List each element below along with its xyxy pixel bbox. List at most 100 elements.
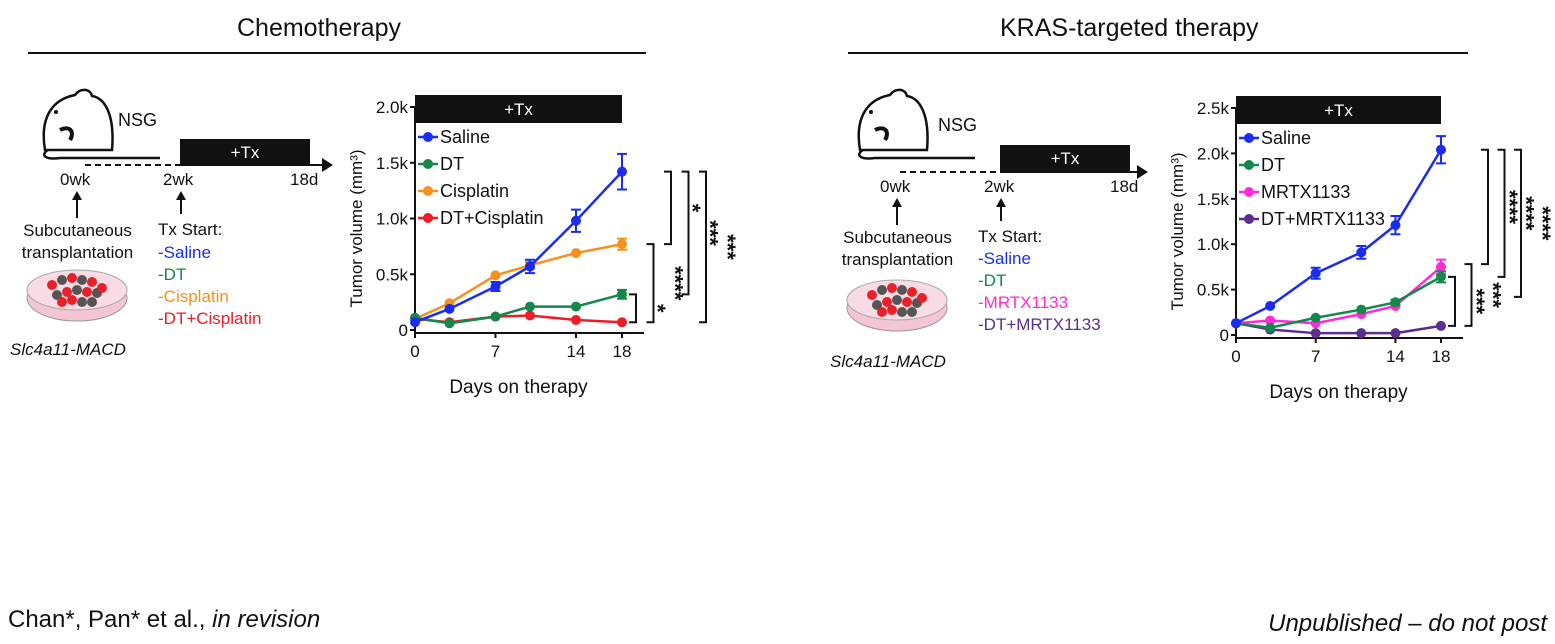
series-line: [1235, 321, 1442, 335]
time-18d: 18d: [1110, 177, 1139, 196]
y-tick-label: 1.0k: [1197, 235, 1230, 254]
data-point: [1436, 320, 1446, 331]
significance-label: *: [680, 204, 705, 213]
data-point: [617, 317, 627, 328]
x-tick-label: 7: [491, 342, 500, 361]
transplant-label: Subcutaneous transplantation: [841, 228, 954, 269]
treatment-group-item: -Cisplatin: [158, 287, 229, 306]
y-axis-label: Tumor volume (mm³): [347, 149, 366, 307]
data-point: [1231, 318, 1241, 329]
data-point: [1356, 328, 1367, 339]
data-point: [490, 270, 501, 281]
y-tick-label: 2.5k: [1197, 99, 1230, 118]
data-point: [1310, 268, 1321, 279]
legend-marker: [423, 213, 433, 223]
mouse-icon: [857, 88, 1148, 225]
significance-bracket: [629, 293, 637, 324]
data-point: [1356, 304, 1367, 315]
series-saline: [410, 152, 627, 328]
legend-marker: [423, 132, 433, 142]
data-point: [410, 317, 420, 328]
footer-citation: Chan*, Pan* et al., in revision: [8, 606, 320, 634]
data-point: [617, 289, 627, 300]
significance-label: *: [645, 304, 670, 313]
legend-marker: [423, 159, 433, 169]
series-line: [414, 242, 623, 320]
significance-bracket: [681, 170, 690, 296]
y-axis-label: Tumor volume (mm³): [1168, 152, 1187, 310]
series-dt: [410, 288, 627, 329]
footer-status: in revision: [212, 606, 321, 633]
title-rule: [848, 52, 1468, 54]
significance-bracket: [646, 243, 655, 324]
time-18d: 18d: [290, 170, 319, 189]
data-point: [1310, 312, 1321, 323]
petri-dish-icon: [846, 279, 948, 332]
treatment-group-item: -DT: [158, 265, 187, 284]
significance-label: ****: [1497, 190, 1522, 225]
data-point: [444, 318, 455, 329]
data-point: [1356, 247, 1367, 258]
x-tick-label: 7: [1311, 347, 1320, 366]
data-point: [617, 239, 627, 250]
legend-label: DT: [440, 154, 464, 174]
significance-label: ***: [1481, 282, 1506, 308]
legend-label: MRTX1133: [1261, 182, 1350, 202]
legend-label: DT: [1261, 155, 1285, 175]
data-point: [571, 248, 581, 259]
cell-line-label: Slc4a11-MACD: [10, 340, 126, 359]
data-point: [490, 281, 501, 292]
treatment-group-list: -Saline -DT -Cisplatin -DT+Cisplatin: [158, 242, 261, 330]
y-tick-label: 0: [399, 321, 408, 340]
data-point: [1265, 315, 1276, 326]
data-point: [571, 215, 581, 226]
panel-title-chemotherapy: Chemotherapy: [237, 14, 401, 42]
series-line: [1235, 149, 1443, 325]
significance-bracket: [1481, 148, 1489, 266]
tx-start-label: Tx Start:: [978, 227, 1043, 246]
data-point: [1265, 300, 1276, 311]
tx-bar-label: +Tx: [504, 100, 533, 119]
legend-marker: [1244, 214, 1254, 224]
x-tick-label: 18: [1432, 347, 1451, 366]
data-point: [525, 310, 535, 321]
petri-dish-icon: [26, 269, 128, 322]
significance-bracket: [664, 170, 672, 246]
tx-bar-label: +Tx: [1324, 101, 1353, 120]
treatment-group-item: -Saline: [978, 249, 1031, 268]
y-tick-label: 1.0k: [376, 210, 409, 229]
tx-bar: +Tx: [1000, 145, 1130, 172]
data-point: [1390, 297, 1401, 308]
data-point: [490, 311, 501, 322]
tx-bar: +Tx: [180, 139, 310, 165]
series-dt-mrtx1133: [1231, 318, 1446, 339]
y-tick-label: 1.5k: [376, 154, 409, 173]
treatment-group-item: -DT+Cisplatin: [158, 309, 262, 328]
time-0wk: 0wk: [880, 177, 911, 196]
data-point: [571, 314, 581, 325]
data-point: [1436, 261, 1446, 272]
data-point: [1390, 328, 1401, 339]
tx-bar: [1236, 96, 1441, 124]
transplant-label: Subcutaneous transplantation: [21, 221, 134, 262]
x-tick-label: 18: [613, 342, 632, 361]
time-2wk: 2wk: [984, 177, 1015, 196]
series-line: [414, 170, 623, 324]
data-point: [1390, 220, 1401, 231]
cell-line-label: Slc4a11-MACD: [830, 352, 946, 371]
x-tick-label: 0: [410, 342, 419, 361]
legend-marker: [1244, 133, 1254, 143]
series-mrtx1133: [1231, 258, 1446, 329]
data-point: [525, 261, 535, 272]
y-tick-label: 2.0k: [376, 98, 409, 117]
panel-title-kras: KRAS-targeted therapy: [1000, 14, 1259, 42]
legend-marker: [1244, 160, 1254, 170]
x-tick-label: 0: [1231, 347, 1240, 366]
legend-label: Saline: [440, 127, 490, 147]
legend-label: Cisplatin: [440, 181, 509, 201]
significance-label: ***: [1464, 289, 1489, 315]
footer-disclaimer: Unpublished – do not post: [1268, 610, 1547, 637]
